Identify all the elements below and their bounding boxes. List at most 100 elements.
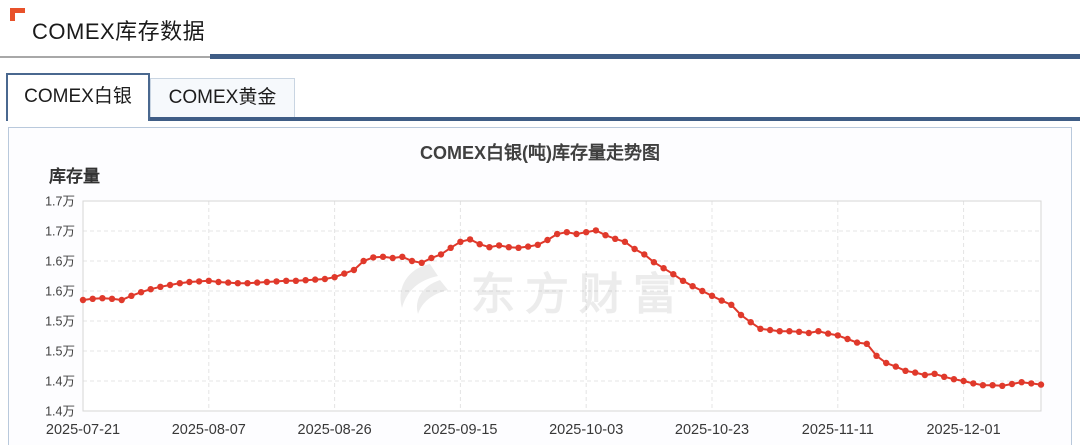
data-point [283,277,290,284]
data-point [1037,381,1045,388]
data-point [389,254,396,262]
data-point [360,257,367,265]
data-point [873,352,880,359]
data-point [602,232,609,239]
data-point [505,244,512,251]
data-point [176,280,183,287]
data-point [554,230,561,238]
data-point [737,311,745,319]
series-line [82,229,1042,387]
data-point [989,382,996,389]
data-point [79,296,87,304]
data-point [292,277,300,284]
data-point [331,274,338,281]
tab-comex-gold[interactable]: COMEX黄金 [150,78,295,117]
data-point [137,289,145,296]
data-point [795,328,803,335]
data-point [457,238,464,245]
data-point [321,275,329,283]
data-point [350,266,358,274]
data-point [631,245,638,253]
page-title: COMEX库存数据 [32,19,206,44]
data-point [273,278,280,285]
data-point [941,373,948,380]
data-point [312,276,319,283]
x-tick-label: 2025-08-07 [172,422,246,438]
data-point [370,254,377,261]
data-point [757,325,764,332]
data-point [195,278,203,285]
watermark-logo-icon [400,264,448,314]
data-point [679,277,687,284]
data-point [883,359,890,367]
data-point [147,286,154,293]
data-point [428,254,435,262]
data-point [650,259,658,266]
data-point [853,339,861,346]
y-tick-label: 1.7万 [45,195,75,209]
x-tick-label: 2025-09-15 [423,422,497,438]
data-point [244,280,251,287]
data-point [718,297,725,304]
data-point [476,241,483,248]
data-point [1008,380,1016,388]
data-point [254,279,261,286]
data-point [89,295,96,302]
tab-comex-silver[interactable]: COMEX白银 [6,73,150,121]
data-point [931,370,938,377]
y-tick-label: 1.6万 [45,255,75,269]
data-point [776,328,783,335]
chart-title: COMEX白银(吨)库存量走势图 [420,143,660,163]
x-tick-label: 2025-10-23 [675,422,749,438]
data-point [728,301,735,308]
data-point [960,377,967,385]
data-point [118,296,125,304]
data-point [534,241,541,248]
tab-underline [148,117,1080,121]
data-point [805,329,812,337]
data-point [466,236,474,243]
title-divider-navy [210,54,1080,59]
data-point [486,244,493,251]
x-axis-tick-labels: 2025-07-21 2025-08-07 2025-08-26 2025-09-15… [46,422,1001,438]
data-point [1028,380,1035,387]
data-point [186,278,193,286]
corner-accent-icon [10,8,25,21]
y-tick-label: 1.4万 [45,375,75,389]
data-point [225,279,232,286]
y-tick-label: 1.7万 [45,225,75,239]
y-tick-label: 1.4万 [45,405,75,419]
data-point [815,328,822,335]
grid-lines [83,201,1041,411]
data-point [670,271,677,278]
data-point [641,251,648,258]
data-point [950,376,958,383]
data-point [99,295,106,302]
data-point [999,382,1006,389]
data-point [766,326,774,334]
y-tick-label: 1.5万 [45,315,75,329]
inventory-trend-chart[interactable]: 东方财富 1.7万 1.7万 1.6万 1.6万 1.5万 1.5万 1.4万 1.4万 2025… [9,128,1071,444]
data-point [660,265,667,272]
data-point [205,277,212,284]
data-point [892,363,899,370]
y-axis-title: 库存量 [49,167,100,186]
data-point [128,292,135,299]
x-tick-label: 2025-07-21 [46,422,120,438]
x-tick-label: 2025-11-11 [802,422,874,438]
data-point [1018,379,1025,386]
data-point [844,335,851,343]
data-point [786,328,793,335]
data-point [341,270,348,277]
data-point [747,319,754,326]
x-tick-label: 2025-12-01 [926,422,1000,438]
plot-area[interactable] [83,201,1041,411]
x-tick-label: 2025-10-03 [549,422,623,438]
data-point [524,243,532,250]
data-point [495,242,503,249]
data-point [447,244,454,251]
data-point [302,277,309,284]
data-point [612,235,619,242]
data-point [863,340,870,347]
data-point [166,281,174,289]
